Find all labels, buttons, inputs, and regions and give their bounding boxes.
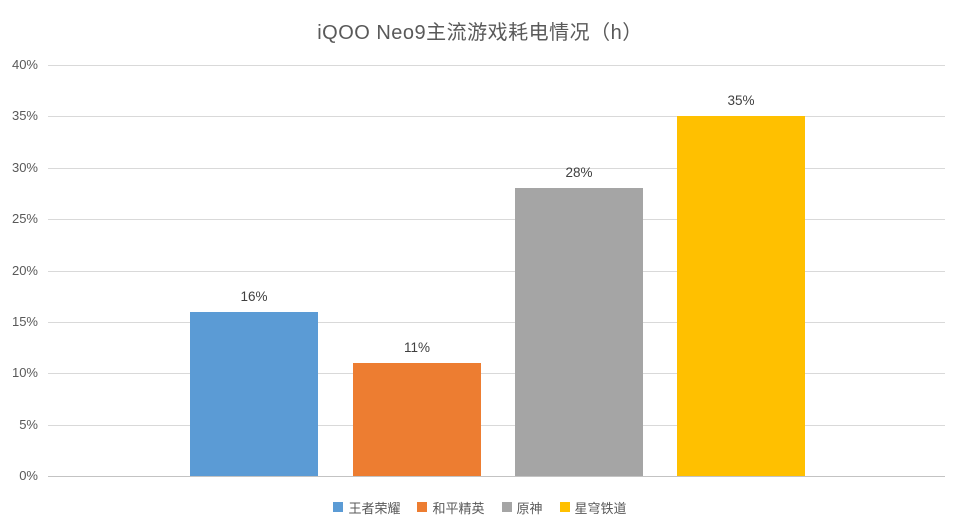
legend-item-1: 王者荣耀 xyxy=(333,498,400,517)
legend-item-2: 和平精英 xyxy=(417,498,485,517)
gridline-10 xyxy=(48,373,945,374)
x-axis-line xyxy=(48,476,945,477)
legend-swatch-icon xyxy=(559,502,570,512)
bar-2 xyxy=(353,363,481,476)
legend-item-3: 原神 xyxy=(501,498,543,517)
y-tick-label-10: 10% xyxy=(11,365,38,380)
legend-swatch-icon xyxy=(333,502,344,512)
y-tick-label-5: 5% xyxy=(19,417,38,432)
gridline-5 xyxy=(48,425,945,426)
gridline-40 xyxy=(48,65,945,66)
legend-item-4: 星穹铁道 xyxy=(559,498,627,517)
legend-label: 原神 xyxy=(516,500,543,516)
legend: 王者荣耀 和平精英 原神 星穹铁道 xyxy=(0,497,960,517)
y-tick-label-15: 15% xyxy=(11,314,38,329)
bar-3 xyxy=(515,188,643,476)
gridline-15 xyxy=(48,322,945,323)
gridline-25 xyxy=(48,219,945,220)
gridline-30 xyxy=(48,168,945,169)
gridline-20 xyxy=(48,271,945,272)
y-tick-label-25: 25% xyxy=(11,211,38,226)
bar-data-label-4: 35% xyxy=(727,93,755,108)
y-tick-label-40: 40% xyxy=(11,57,38,72)
bar-data-label-2: 11% xyxy=(403,340,431,355)
bar-data-label-3: 28% xyxy=(565,165,593,180)
legend-swatch-icon xyxy=(501,502,512,512)
chart-title: iQOO Neo9主流游戏耗电情况（h） xyxy=(317,22,643,44)
gridline-35 xyxy=(48,116,945,117)
y-tick-label-30: 30% xyxy=(11,160,38,175)
bar-data-label-1: 16% xyxy=(240,289,268,304)
bar-1 xyxy=(190,312,318,476)
legend-label: 和平精英 xyxy=(432,500,485,516)
legend-label: 星穹铁道 xyxy=(574,500,627,516)
y-tick-label-35: 35% xyxy=(11,108,38,123)
y-tick-label-20: 20% xyxy=(11,263,38,278)
bar-4 xyxy=(677,116,805,476)
legend-label: 王者荣耀 xyxy=(348,500,401,516)
y-tick-label-0: 0% xyxy=(19,468,38,483)
legend-swatch-icon xyxy=(417,502,428,512)
